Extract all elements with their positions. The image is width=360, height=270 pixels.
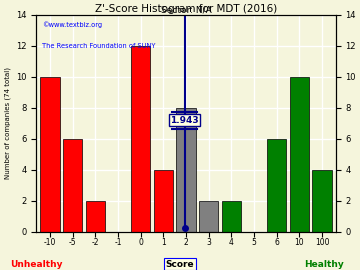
Bar: [176, 108, 196, 232]
Y-axis label: Number of companies (74 total): Number of companies (74 total): [4, 67, 11, 179]
Bar: [290, 77, 309, 232]
Text: ©www.textbiz.org: ©www.textbiz.org: [42, 21, 103, 28]
Bar: [86, 201, 105, 232]
Bar: [154, 170, 173, 232]
Text: Unhealthy: Unhealthy: [10, 260, 62, 269]
Text: 1.943: 1.943: [170, 116, 199, 125]
Bar: [40, 77, 60, 232]
Bar: [312, 170, 332, 232]
Text: Healthy: Healthy: [304, 260, 344, 269]
Bar: [267, 139, 286, 232]
Text: Score: Score: [166, 260, 194, 269]
Bar: [222, 201, 241, 232]
Bar: [131, 46, 150, 232]
Title: Z'-Score Histogram for MDT (2016): Z'-Score Histogram for MDT (2016): [95, 4, 277, 14]
Bar: [199, 201, 218, 232]
Text: Sector: N/A: Sector: N/A: [161, 5, 211, 15]
Bar: [63, 139, 82, 232]
Text: The Research Foundation of SUNY: The Research Foundation of SUNY: [42, 43, 156, 49]
